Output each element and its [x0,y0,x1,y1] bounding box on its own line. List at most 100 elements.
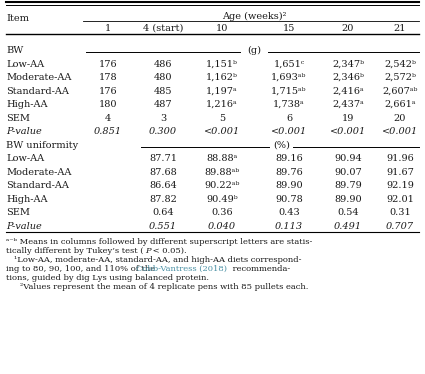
Text: P-value: P-value [6,127,42,136]
Text: 20: 20 [394,113,406,123]
Text: Low-AA: Low-AA [6,59,44,68]
Text: 2,416ᵃ: 2,416ᵃ [332,86,364,95]
Text: Cobb-Vantress (2018): Cobb-Vantress (2018) [136,265,227,273]
Text: 90.78: 90.78 [275,194,303,203]
Text: Age (weeks)²: Age (weeks)² [222,12,286,21]
Text: 4 (start): 4 (start) [143,24,183,33]
Text: 6: 6 [286,113,292,123]
Text: 5: 5 [219,113,225,123]
Text: SEM: SEM [6,113,30,123]
Text: BW: BW [6,46,23,55]
Text: recommenda-: recommenda- [230,265,290,273]
Text: 89.90: 89.90 [275,181,303,190]
Text: 1,693ᵃᵇ: 1,693ᵃᵇ [271,73,307,82]
Text: 2,347ᵇ: 2,347ᵇ [332,59,364,68]
Text: High-AA: High-AA [6,194,48,203]
Text: 0.300: 0.300 [149,127,177,136]
Text: 87.71: 87.71 [149,154,177,163]
Text: 3: 3 [160,113,166,123]
Text: 1,216ᵃ: 1,216ᵃ [206,100,238,109]
Text: 4: 4 [105,113,111,123]
Text: 89.79: 89.79 [334,181,362,190]
Text: 0.113: 0.113 [275,221,303,230]
Text: 1,715ᵃᵇ: 1,715ᵃᵇ [271,86,307,95]
Text: 176: 176 [99,59,117,68]
Text: 1: 1 [105,24,111,33]
Text: tically different by Tukey’s test (: tically different by Tukey’s test ( [6,247,166,255]
Text: 91.96: 91.96 [386,154,414,163]
Text: 0.707: 0.707 [386,221,414,230]
Text: High-AA: High-AA [6,100,48,109]
Text: tions, guided by dig Lys using balanced protein.: tions, guided by dig Lys using balanced … [6,274,209,282]
Text: BW uniformity: BW uniformity [6,141,78,150]
Text: 2,572ᵇ: 2,572ᵇ [384,73,416,82]
Text: ²Values represent the mean of 4 replicate pens with 85 pullets each.: ²Values represent the mean of 4 replicat… [20,283,309,291]
Text: 485: 485 [154,86,172,95]
Text: (g): (g) [247,46,261,55]
Text: 21: 21 [394,24,406,33]
Text: 487: 487 [154,100,172,109]
Text: 86.64: 86.64 [149,181,177,190]
Text: 2,661ᵃ: 2,661ᵃ [384,100,416,109]
Text: <0.001: <0.001 [330,127,366,136]
Text: 178: 178 [99,73,117,82]
Text: 0.36: 0.36 [211,208,233,217]
Text: ᵃ⁻ᵇ Means in columns followed by different superscript letters are statis-: ᵃ⁻ᵇ Means in columns followed by differe… [6,238,312,246]
Text: 180: 180 [99,100,117,109]
Text: Standard-AA: Standard-AA [6,181,69,190]
Text: 2,346ᵇ: 2,346ᵇ [332,73,364,82]
Text: 90.94: 90.94 [334,154,362,163]
Text: 1,197ᵃ: 1,197ᵃ [206,86,238,95]
Text: 0.551: 0.551 [149,221,177,230]
Text: <0.001: <0.001 [271,127,307,136]
Text: ¹Low-AA, moderate-AA, standard-AA, and high-AA diets correspond-: ¹Low-AA, moderate-AA, standard-AA, and h… [14,256,301,264]
Text: 486: 486 [154,59,172,68]
Text: 0.491: 0.491 [334,221,362,230]
Text: 480: 480 [154,73,172,82]
Text: 176: 176 [99,86,117,95]
Text: 2,542ᵇ: 2,542ᵇ [384,59,416,68]
Text: SEM: SEM [6,208,30,217]
Text: < 0.05).: < 0.05). [150,247,187,255]
Text: 90.49ᵇ: 90.49ᵇ [206,194,238,203]
Text: 15: 15 [283,24,295,33]
Text: 0.54: 0.54 [337,208,359,217]
Text: 0.851: 0.851 [94,127,122,136]
Text: 90.07: 90.07 [334,168,362,177]
Text: 1,738ᵃ: 1,738ᵃ [273,100,305,109]
Text: Low-AA: Low-AA [6,154,44,163]
Text: P: P [145,247,150,255]
Text: 20: 20 [342,24,354,33]
Text: Standard-AA: Standard-AA [6,86,69,95]
Text: Item: Item [6,14,29,23]
Text: <0.001: <0.001 [382,127,418,136]
Text: 87.68: 87.68 [149,168,177,177]
Text: <0.001: <0.001 [204,127,240,136]
Text: 89.16: 89.16 [275,154,303,163]
Text: 10: 10 [216,24,228,33]
Text: 1,162ᵇ: 1,162ᵇ [206,73,238,82]
Text: 1,151ᵇ: 1,151ᵇ [206,59,238,68]
Text: 2,607ᵃᵇ: 2,607ᵃᵇ [382,86,418,95]
Text: 89.90: 89.90 [334,194,362,203]
Text: 89.76: 89.76 [275,168,303,177]
Text: 91.67: 91.67 [386,168,414,177]
Text: 87.82: 87.82 [149,194,177,203]
Text: 90.22ᵃᵇ: 90.22ᵃᵇ [204,181,240,190]
Text: 19: 19 [342,113,354,123]
Text: P-value: P-value [6,221,42,230]
Text: 0.040: 0.040 [208,221,236,230]
Text: 92.19: 92.19 [386,181,414,190]
Text: ing to 80, 90, 100, and 110% of the: ing to 80, 90, 100, and 110% of the [6,265,158,273]
Text: Moderate-AA: Moderate-AA [6,73,71,82]
Text: 88.88ᵃ: 88.88ᵃ [207,154,238,163]
Text: 0.43: 0.43 [278,208,300,217]
Text: 2,437ᵃ: 2,437ᵃ [332,100,364,109]
Text: 89.88ᵃᵇ: 89.88ᵃᵇ [204,168,240,177]
Text: 92.01: 92.01 [386,194,414,203]
Text: Moderate-AA: Moderate-AA [6,168,71,177]
Text: 1,651ᶜ: 1,651ᶜ [273,59,305,68]
Text: 0.64: 0.64 [152,208,174,217]
Text: (%): (%) [273,141,290,150]
Text: 0.31: 0.31 [389,208,411,217]
